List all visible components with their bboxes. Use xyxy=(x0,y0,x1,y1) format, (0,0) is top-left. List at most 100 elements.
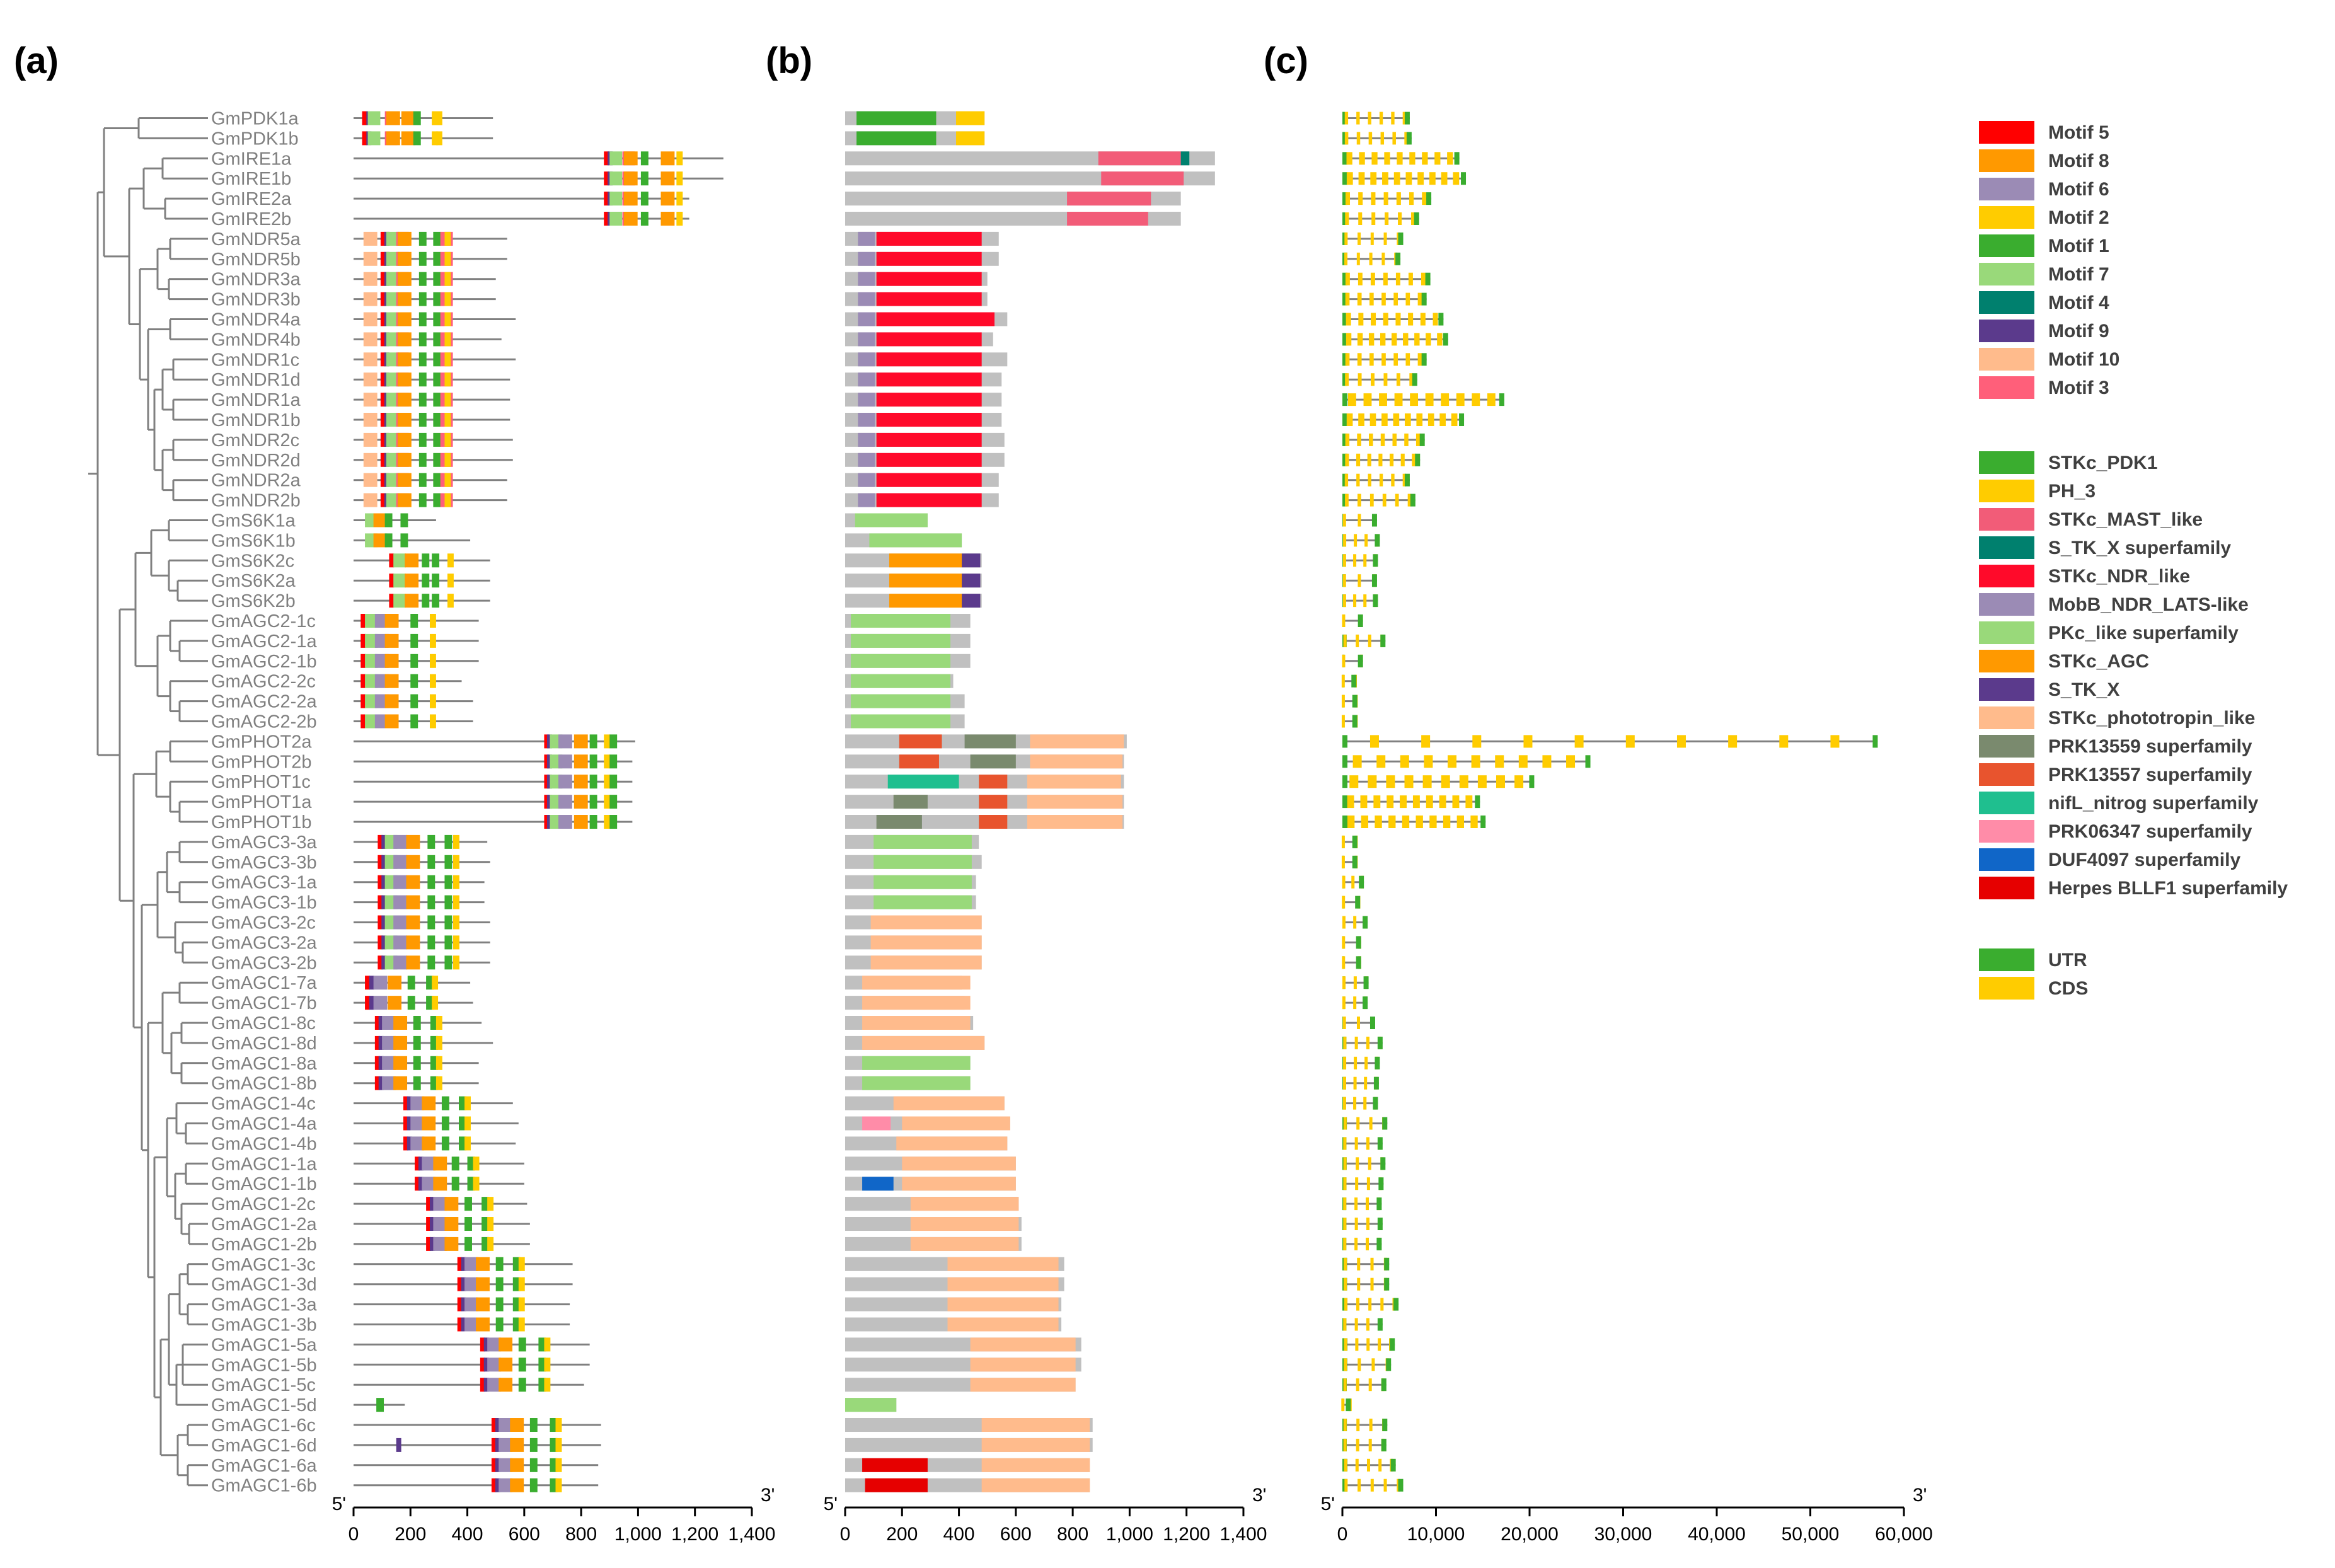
motif-box xyxy=(529,1418,538,1432)
motif-box xyxy=(544,795,550,809)
utr-box xyxy=(1415,453,1421,466)
utr-box xyxy=(1390,1338,1395,1351)
motif-legend-swatch xyxy=(1979,320,2034,342)
cds-box xyxy=(1393,172,1400,185)
motif-box xyxy=(426,976,434,990)
cds-box xyxy=(1451,413,1458,426)
motif-box xyxy=(418,1156,424,1171)
motif-box xyxy=(491,1458,497,1472)
cds-box xyxy=(1542,755,1552,768)
domain-box xyxy=(1101,171,1184,186)
cds-box xyxy=(1447,152,1453,165)
cds-box xyxy=(1389,453,1394,466)
motif-box xyxy=(464,1237,472,1251)
cds-box xyxy=(1380,132,1385,145)
motif-box xyxy=(365,654,378,668)
motif-box xyxy=(365,694,378,708)
motif-box xyxy=(367,111,381,125)
domain-box xyxy=(1067,212,1148,226)
motif-box xyxy=(426,1197,432,1211)
cds-box xyxy=(1357,433,1361,446)
cds-box xyxy=(1471,755,1480,768)
motif-box xyxy=(483,1358,489,1372)
cds-box xyxy=(1354,1137,1358,1150)
axes: 0 200 400 600 800 1,000 1,200 1,400 5' 3' 0 200 400 6… xyxy=(332,1485,1933,1545)
motif-box xyxy=(378,1056,384,1070)
motif-box xyxy=(518,1277,525,1291)
motif-box xyxy=(623,171,638,186)
cds-box xyxy=(1366,1036,1369,1049)
motif-box xyxy=(378,855,383,869)
utr-box xyxy=(1342,152,1347,165)
motif-legend-swatch xyxy=(1979,121,2034,144)
motif-box xyxy=(432,111,439,125)
motif-box xyxy=(393,855,408,869)
cds-box xyxy=(1400,755,1409,768)
cds-box xyxy=(1366,1237,1369,1250)
motif-box xyxy=(373,513,388,527)
utr-box xyxy=(1384,1277,1390,1291)
motif-box xyxy=(410,633,418,648)
cds-box xyxy=(1342,1017,1346,1029)
motif-box xyxy=(413,1016,421,1030)
cds-box xyxy=(1358,1479,1361,1492)
motif-box xyxy=(453,834,459,849)
cds-box xyxy=(1344,1298,1347,1311)
cds-box xyxy=(1402,112,1407,125)
motif-box xyxy=(381,855,387,869)
motif-box xyxy=(386,473,399,487)
motif-box xyxy=(467,1156,475,1171)
cds-box xyxy=(1410,393,1419,406)
motif-box xyxy=(546,815,552,829)
utr-box xyxy=(1398,232,1404,245)
motif-box xyxy=(433,453,441,467)
gene-label: GmS6K1b xyxy=(211,531,296,551)
gene-label: GmAGC1-6b xyxy=(211,1476,317,1496)
motif-box xyxy=(418,453,427,467)
domain-box xyxy=(858,231,875,246)
domain-legend-label: DUF4097 superfamily xyxy=(2048,850,2240,870)
cds-box xyxy=(1429,816,1437,828)
cds-box xyxy=(1342,996,1346,1010)
domain-box xyxy=(858,432,875,447)
gene-tick-label: 10,000 xyxy=(1407,1524,1465,1545)
gene-label: GmNDR1d xyxy=(211,370,301,390)
utr-box xyxy=(1352,855,1358,868)
cds-box xyxy=(1343,1137,1347,1150)
utr-box xyxy=(1358,614,1363,627)
panel-label-c: (c) xyxy=(1264,40,1308,81)
motif-box xyxy=(397,292,412,306)
cds-box xyxy=(1417,353,1422,366)
cds-box xyxy=(1386,775,1395,788)
cds-box xyxy=(1465,795,1473,809)
motif-box xyxy=(380,272,386,286)
motif-box xyxy=(363,413,378,427)
cds-box xyxy=(1361,816,1369,828)
motif-box xyxy=(444,855,453,869)
motif-box xyxy=(378,955,383,970)
motif-box xyxy=(529,1478,538,1492)
motif-box xyxy=(432,976,439,990)
motif-box xyxy=(406,834,420,849)
cds-box xyxy=(1357,292,1362,306)
motif-legend-label: Motif 10 xyxy=(2048,349,2119,370)
domain-legend-label: S_TK_X superfamily xyxy=(2048,538,2231,558)
motif-box xyxy=(441,1096,449,1110)
motif-box xyxy=(397,453,412,467)
utr-box xyxy=(1395,252,1401,265)
motif-box xyxy=(461,1277,466,1291)
utr-box xyxy=(1355,896,1361,909)
motif-box xyxy=(418,413,427,427)
cds-box xyxy=(1514,775,1524,788)
motif-box xyxy=(363,272,378,286)
motif-box xyxy=(360,654,366,668)
motif-box xyxy=(464,1297,478,1311)
motif-box xyxy=(444,393,451,407)
cds-box xyxy=(1341,835,1345,848)
cds-box xyxy=(1343,1378,1347,1392)
domain-legend-swatch xyxy=(1979,621,2034,644)
utr-box xyxy=(1421,292,1427,306)
motif-box xyxy=(487,1237,494,1251)
gene-label: GmAGC1-7a xyxy=(211,973,317,993)
motif-box xyxy=(491,1438,497,1452)
